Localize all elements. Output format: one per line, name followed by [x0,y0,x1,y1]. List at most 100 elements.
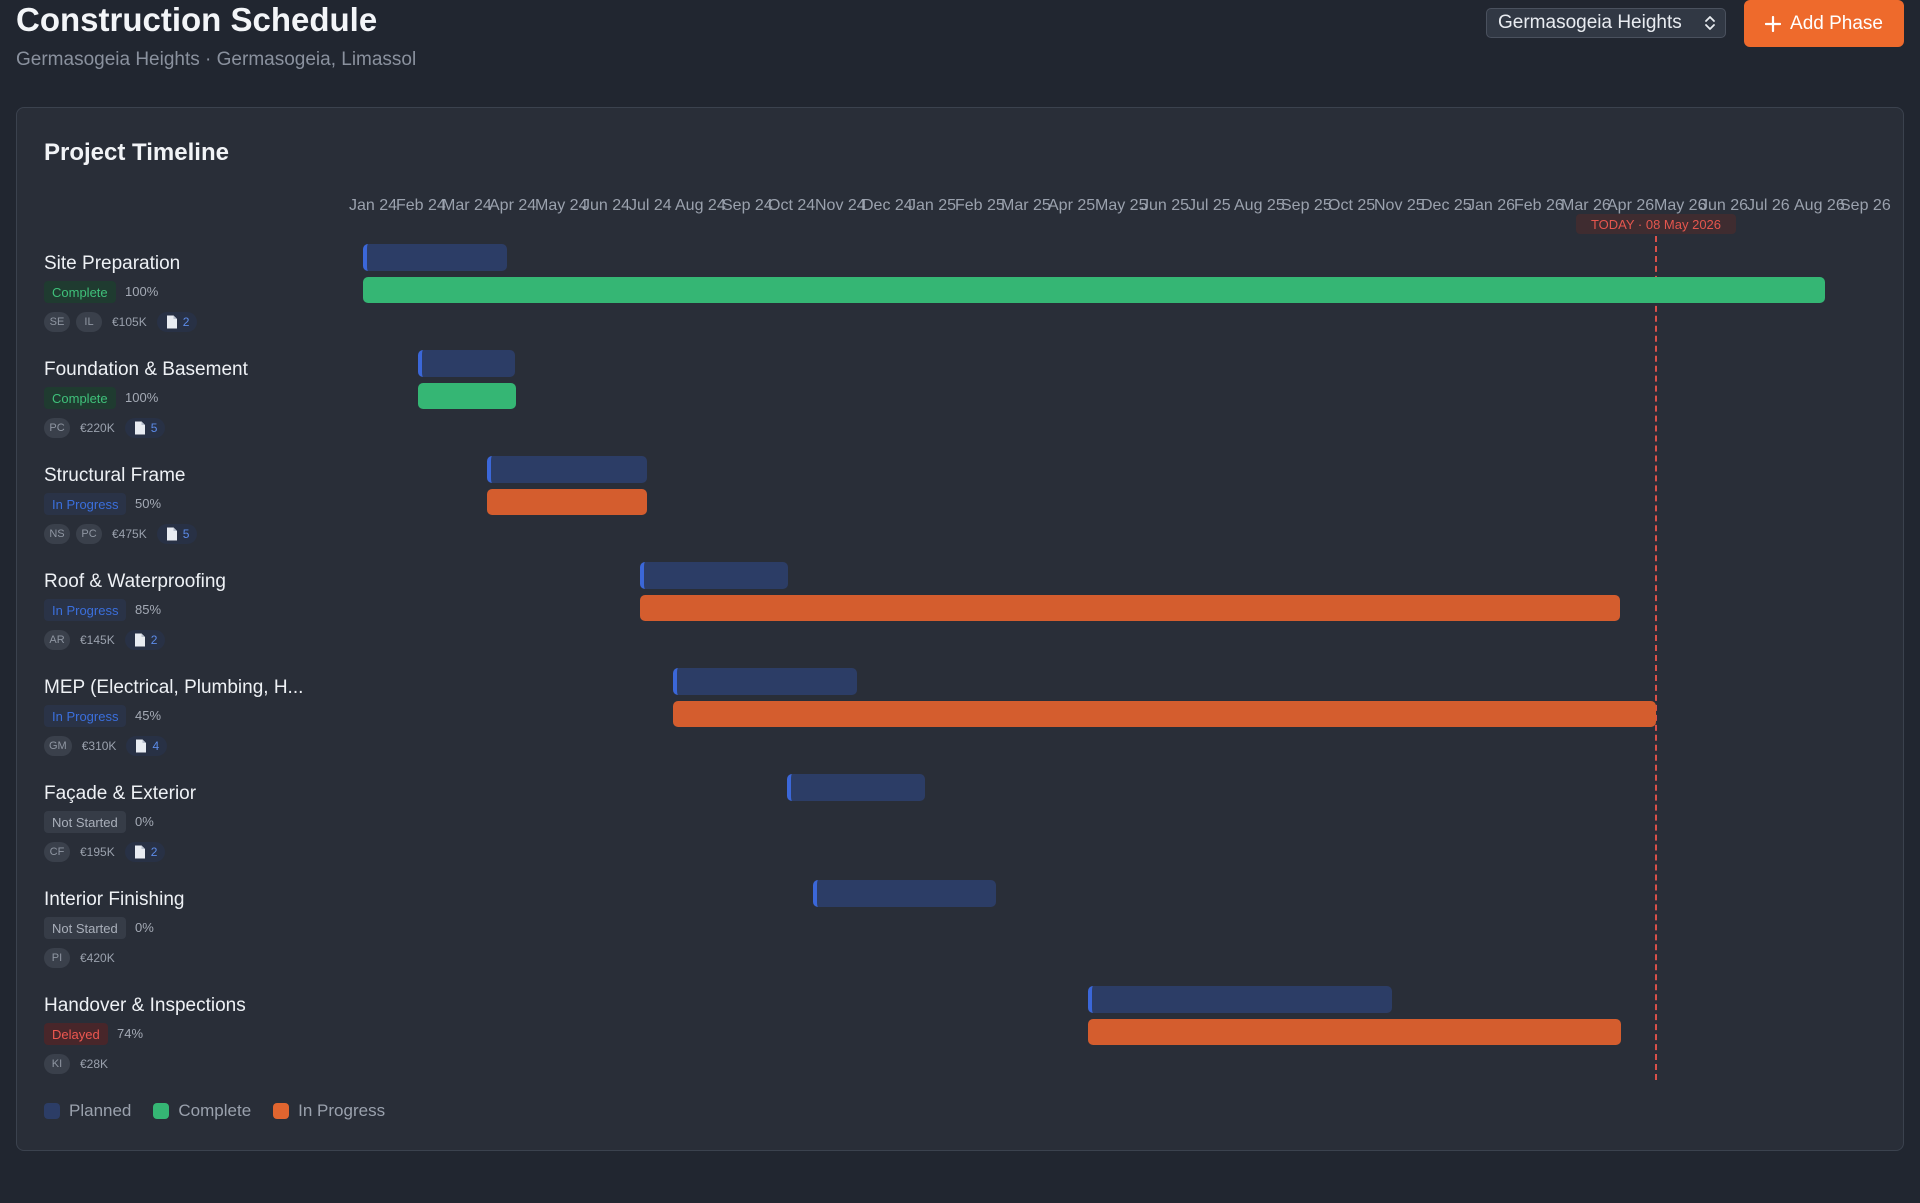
budget-value: €28K [80,1057,109,1071]
document-icon [166,315,177,329]
project-select[interactable]: Germasogeia Heights [1486,8,1726,38]
month-label: May 26 [1654,197,1707,214]
planned-bar[interactable] [418,350,515,377]
month-label: Sep 24 [722,197,773,214]
month-label: Nov 24 [815,197,866,214]
phase-name[interactable]: Façade & Exterior [44,783,197,804]
documents-badge[interactable]: 4 [126,736,168,756]
month-label: Apr 25 [1048,197,1096,214]
documents-count: 2 [150,845,158,859]
progress-percent: 74% [117,1026,144,1041]
status-badge: In Progress [44,705,127,727]
documents-badge[interactable]: 2 [124,630,166,650]
assignee-avatar[interactable]: AR [44,630,70,650]
phase-meta: GM €310K 4 [44,736,168,756]
assignee-avatar[interactable]: PC [76,524,102,544]
legend-label: Complete [178,1101,252,1120]
planned-bar[interactable] [487,456,647,483]
month-label: Jan 25 [908,197,957,214]
planned-bar[interactable] [640,562,788,589]
planned-bar[interactable] [363,244,507,271]
progress-percent: 0% [135,920,154,935]
assignee-avatar[interactable]: GM [44,736,72,756]
page-title: Construction Schedule [16,1,378,38]
assignee-avatar[interactable]: KI [44,1054,70,1074]
month-label: Sep 26 [1840,197,1891,214]
documents-count: 4 [152,739,160,753]
legend-item-planned: Planned [44,1101,131,1121]
legend-label: In Progress [298,1101,386,1120]
legend-swatch-in-progress [273,1103,290,1119]
planned-bar[interactable] [813,880,996,907]
legend-item-in-progress: In Progress [273,1101,385,1121]
month-label: Apr 24 [489,197,537,214]
actual-bar-in-progress[interactable] [487,489,647,515]
document-icon [166,527,177,541]
documents-badge[interactable]: 5 [124,418,166,438]
project-select-value: Germasogeia Heights [1498,12,1682,33]
status-badge: Not Started [44,917,126,939]
month-label: Jul 25 [1188,197,1231,214]
phase-name[interactable]: MEP (Electrical, Plumbing, H... [44,677,304,698]
month-label: Sep 25 [1281,197,1332,214]
planned-bar[interactable] [1088,986,1392,1013]
month-label: Aug 24 [675,197,726,214]
month-label: Mar 24 [442,197,492,214]
assignee-avatar[interactable]: SE [44,312,70,332]
actual-bar-in-progress[interactable] [673,701,1656,727]
month-label: Feb 25 [955,197,1005,214]
assignee-avatar[interactable]: IL [76,312,102,332]
status-badge: Complete [44,387,116,409]
assignee-avatar[interactable]: PC [44,418,70,438]
status-badge: In Progress [44,599,127,621]
phase-name[interactable]: Handover & Inspections [44,995,246,1016]
phase-name[interactable]: Foundation & Basement [44,359,248,380]
budget-value: €195K [80,845,115,859]
documents-badge[interactable]: 5 [156,524,198,544]
actual-bar-in-progress[interactable] [1088,1019,1621,1045]
month-label: Oct 25 [1328,197,1376,214]
assignee-avatar[interactable]: PI [44,948,70,968]
phase-name[interactable]: Structural Frame [44,465,186,486]
document-icon [134,633,145,647]
legend-swatch-complete [153,1103,170,1119]
add-phase-button[interactable]: Add Phase [1744,0,1904,47]
month-label: Nov 25 [1374,197,1425,214]
legend-label: Planned [69,1101,132,1120]
phase-meta: CF €195K 2 [44,842,166,862]
phase-meta: AR €145K 2 [44,630,166,650]
legend-item-complete: Complete [153,1101,251,1121]
phase-name[interactable]: Roof & Waterproofing [44,571,226,592]
timeline-card [16,107,1904,1151]
month-label: Feb 26 [1514,197,1564,214]
progress-percent: 0% [135,814,154,829]
phase-name[interactable]: Site Preparation [44,253,181,274]
page-subtitle: Germasogeia Heights · Germasogeia, Limas… [16,49,417,70]
actual-bar-complete[interactable] [418,383,516,409]
documents-badge[interactable]: 2 [124,842,166,862]
documents-count: 5 [150,421,158,435]
month-label: Aug 26 [1794,197,1845,214]
phase-name[interactable]: Interior Finishing [44,889,185,910]
planned-bar[interactable] [673,668,857,695]
status-badge: Complete [44,281,116,303]
actual-bar-complete[interactable] [363,277,1825,303]
documents-count: 2 [182,315,190,329]
month-label: Oct 24 [768,197,816,214]
today-marker-label: TODAY · 08 May 2026 [1576,214,1736,234]
month-label: Jan 26 [1467,197,1516,214]
month-label: Aug 25 [1234,197,1285,214]
documents-badge[interactable]: 2 [156,312,198,332]
document-icon [136,739,147,753]
assignee-avatar[interactable]: NS [44,524,70,544]
budget-value: €475K [112,527,147,541]
budget-value: €105K [112,315,147,329]
month-label: Apr 26 [1607,197,1655,214]
progress-percent: 100% [125,284,159,299]
month-label: Jul 24 [629,197,672,214]
actual-bar-in-progress[interactable] [640,595,1620,621]
assignee-avatar[interactable]: CF [44,842,70,862]
month-label: Dec 24 [862,197,913,214]
phase-meta: KI €28K [44,1054,112,1074]
planned-bar[interactable] [787,774,925,801]
